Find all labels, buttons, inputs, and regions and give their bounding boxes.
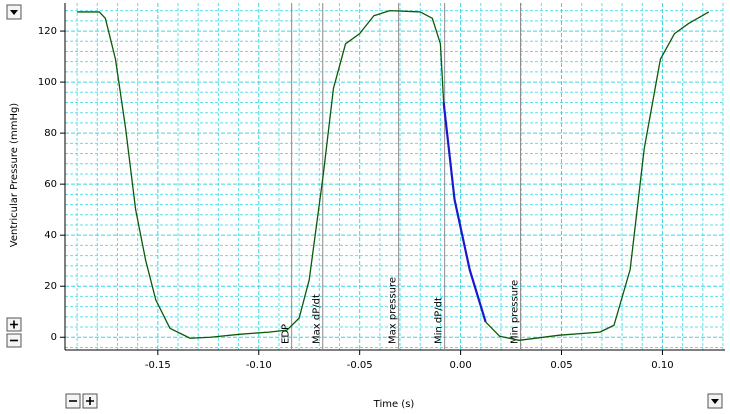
marker-label: Max dP/dt [312,294,323,344]
series-line [442,102,487,323]
x-tick-label: -0.15 [145,360,171,371]
marker-label: Min pressure [510,280,521,344]
x-tick-label: -0.05 [347,360,373,371]
y-tick-label: 60 [44,179,57,190]
menu-button[interactable] [6,4,22,20]
y-axis-label: Ventricular Pressure (mmHg) [9,103,20,248]
x-tick-label: 0.05 [550,360,572,371]
series-line [77,10,710,341]
y-tick-label: 40 [44,230,57,241]
y-tick-label: 20 [44,281,57,292]
marker-label: EDP [281,324,292,344]
marker-label: Min dP/dt [434,297,445,344]
y-tick-label: 80 [44,128,57,139]
x-zoom-in[interactable] [82,393,98,409]
y-tick-label: 0 [51,332,57,343]
x-zoom-out[interactable] [65,393,81,409]
marker-label: Max pressure [388,277,399,344]
x-tick-label: 0.10 [651,360,673,371]
y-tick-label: 120 [38,26,57,37]
x-tick-label: 0.00 [449,360,471,371]
y-zoom-out[interactable] [6,333,22,348]
y-zoom-in[interactable] [6,317,22,332]
x-axis-label: Time (s) [373,399,415,410]
y-tick-label: 100 [38,77,57,88]
menu-button[interactable] [707,393,723,409]
x-tick-label: -0.10 [246,360,272,371]
